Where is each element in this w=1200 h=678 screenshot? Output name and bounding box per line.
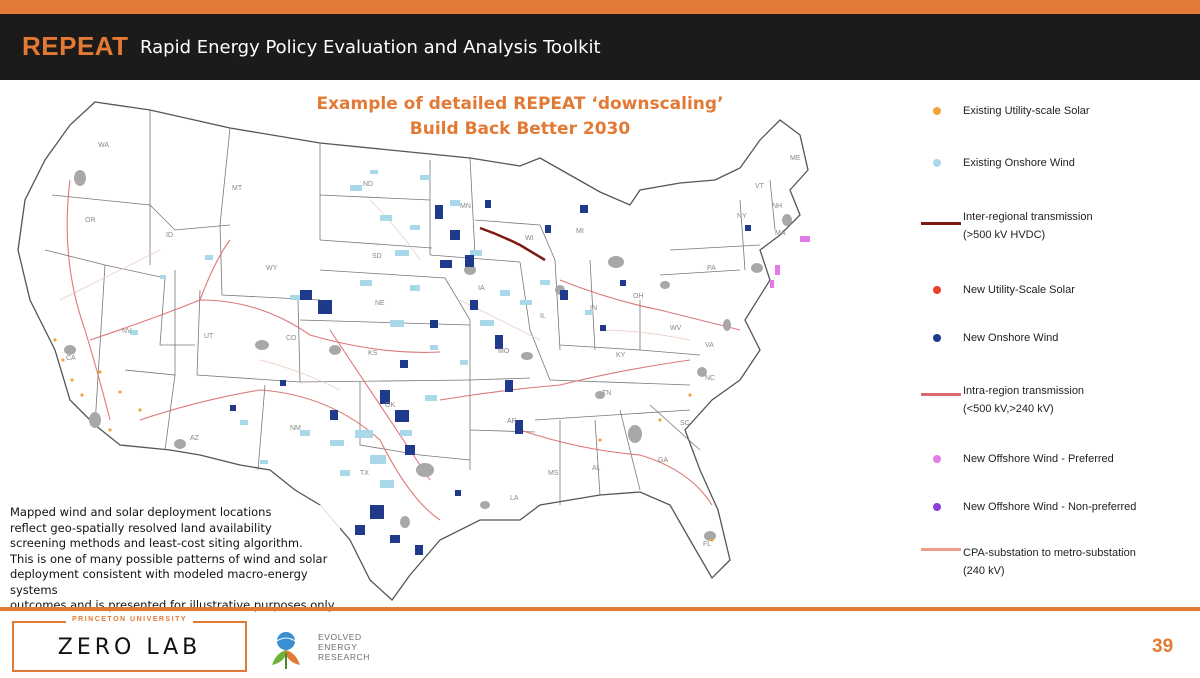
state-label-ga: GA	[658, 457, 668, 464]
caption-line: deployment consistent with modeled macro…	[10, 567, 308, 597]
state-label-in: IN	[590, 305, 597, 312]
legend-label: Existing Utility-scale Solar	[963, 105, 1090, 117]
state-label-ar: AR	[507, 418, 517, 425]
state-label-nm: NM	[290, 425, 301, 432]
caption-line: screening methods and least-cost siting …	[10, 536, 303, 550]
us-map: WA OR CA NV ID MT WY UT AZ NM CO ND SD N…	[17, 101, 810, 601]
state-label-ms: MS	[548, 470, 559, 477]
state-label-ma: MA	[775, 230, 786, 237]
legend-label: Inter-regional transmission	[963, 211, 1093, 223]
state-label-wy: WY	[266, 265, 278, 272]
state-label-mi: MI	[576, 228, 584, 235]
state-label-nc: NC	[705, 375, 715, 382]
orange-dot-icon	[911, 102, 945, 116]
state-label-me: ME	[790, 155, 801, 162]
zero-lab-logo: PRINCETON UNIVERSITY ZERO LAB	[12, 616, 247, 672]
partner-line: ENERGY	[318, 642, 358, 652]
existing-onshore-wind	[130, 170, 593, 488]
state-label-sc: SC	[680, 420, 690, 427]
state-label-or: OR	[85, 217, 96, 224]
legend-label: (240 kV)	[963, 565, 1005, 577]
state-boundaries	[44, 110, 776, 505]
state-label-ia: IA	[478, 285, 485, 292]
state-label-sd: SD	[372, 253, 382, 260]
map-title: Example of detailed REPEAT ‘downscaling’…	[290, 92, 750, 142]
caption-line: Mapped wind and solar deployment locatio…	[10, 505, 272, 519]
state-label-wa: WA	[98, 142, 109, 149]
state-label-ne: NE	[375, 300, 385, 307]
pink-dot-icon	[911, 450, 945, 464]
navy-dot-icon	[911, 329, 945, 343]
dark-red-line-icon	[911, 208, 961, 225]
legend-label: New Utility-Scale Solar	[963, 284, 1075, 296]
app-title: Rapid Energy Policy Evaluation and Analy…	[140, 37, 601, 58]
caption-line: outcomes and is presented for illustrati…	[10, 598, 337, 612]
new-onshore-wind	[230, 200, 751, 555]
evolved-energy-logo-icon	[272, 632, 300, 669]
red-dot-icon	[911, 281, 945, 295]
legend-label: New Offshore Wind - Non-preferred	[963, 501, 1137, 513]
state-label-nd: ND	[363, 181, 373, 188]
legend-label: New Onshore Wind	[963, 332, 1059, 344]
state-label-ca: CA	[66, 355, 76, 362]
state-label-mt: MT	[232, 185, 243, 192]
header-bar	[0, 14, 1200, 80]
salmon-line-icon	[911, 544, 961, 558]
state-label-id: ID	[166, 232, 173, 239]
state-label-wi: WI	[525, 235, 534, 242]
legend-label: Existing Onshore Wind	[963, 157, 1075, 169]
state-labels: WA OR CA NV ID MT WY UT AZ NM CO ND SD N…	[66, 142, 801, 548]
state-label-oh: OH	[633, 293, 644, 300]
map-caption: Mapped wind and solar deployment locatio…	[10, 505, 340, 614]
university-label: PRINCETON UNIVERSITY	[14, 616, 245, 623]
top-accent-stripe	[0, 0, 1200, 14]
new-offshore-wind-preferred	[770, 236, 810, 288]
state-label-nv: NV	[122, 328, 132, 335]
state-label-ky: KY	[616, 352, 626, 359]
state-label-ny: NY	[737, 213, 747, 220]
hvdc-line	[479, 226, 546, 262]
brand-logo: REPEAT	[22, 31, 129, 61]
state-label-ok: OK	[385, 402, 395, 409]
caption-line: reflect geo-spatially resolved land avai…	[10, 520, 272, 535]
state-label-mo: MO	[498, 348, 510, 355]
state-label-il: IL	[540, 313, 546, 320]
legend-label: CPA-substation to metro-substation	[963, 547, 1136, 559]
state-label-ks: KS	[368, 350, 378, 357]
state-label-al: AL	[592, 465, 601, 472]
state-label-mn: MN	[460, 203, 471, 210]
purple-dot-icon	[911, 498, 945, 512]
state-label-co: CO	[286, 335, 297, 342]
partner-line: EVOLVED	[318, 632, 362, 642]
map-title-line2: Build Back Better 2030	[409, 119, 631, 139]
map-title-line1: Example of detailed REPEAT ‘downscaling’	[316, 94, 724, 114]
state-label-nh: NH	[772, 203, 782, 210]
state-label-ut: UT	[204, 333, 214, 340]
caption-line: This is one of many possible patterns of…	[10, 551, 328, 566]
partner-name: EVOLVED ENERGY RESEARCH	[318, 632, 370, 662]
state-label-vt: VT	[755, 183, 765, 190]
legend-label: New Offshore Wind - Preferred	[963, 453, 1114, 465]
state-label-tx: TX	[360, 470, 369, 477]
legend-label: (<500 kV,>240 kV)	[963, 403, 1054, 415]
state-label-tn: TN	[602, 390, 611, 397]
red-line-icon	[911, 382, 961, 396]
intra-region-lines	[66, 179, 741, 521]
existing-utility-solar	[53, 338, 714, 542]
footer-divider	[0, 607, 1200, 611]
state-label-va: VA	[705, 342, 714, 349]
state-label-la: LA	[510, 495, 519, 502]
light-blue-dot-icon	[911, 154, 945, 168]
state-label-wv: WV	[670, 325, 682, 332]
legend-label: (>500 kV HVDC)	[963, 229, 1046, 241]
legend-label: Intra-region transmission	[963, 385, 1085, 397]
page-number: 39	[1152, 636, 1174, 657]
metro-areas	[64, 170, 792, 541]
state-label-pa: PA	[707, 265, 716, 272]
lab-name: ZERO LAB	[57, 635, 202, 660]
partner-line: RESEARCH	[318, 652, 371, 662]
state-label-az: AZ	[190, 435, 200, 442]
state-label-fl: FL	[703, 541, 711, 548]
substation-links	[59, 199, 691, 391]
